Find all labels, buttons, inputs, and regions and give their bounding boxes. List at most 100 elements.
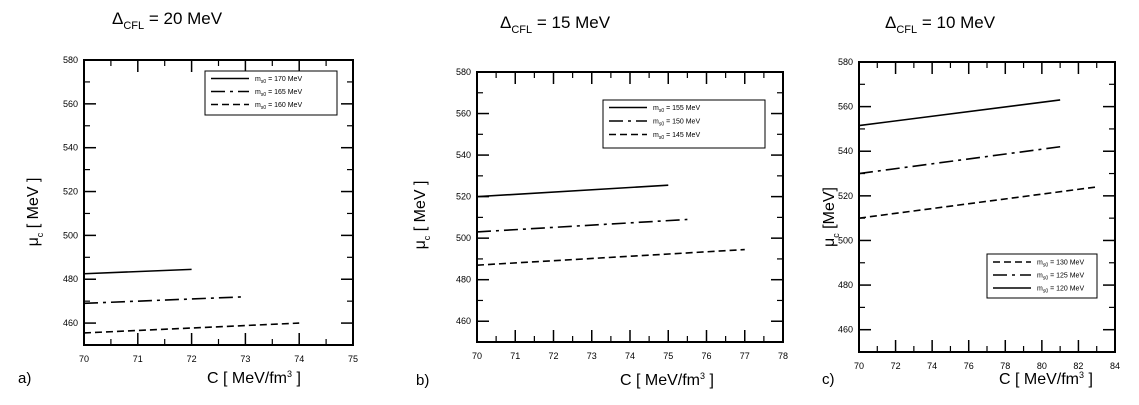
legend-sub: s0 [1043, 276, 1049, 282]
chart-title: ΔCFL = 10 MeV [885, 13, 996, 36]
x-axis-label: C [ MeV/fm3 ] [999, 370, 1093, 388]
legend-m: m [255, 76, 261, 83]
panel-label: a) [18, 370, 31, 387]
legend-sub: s0 [659, 122, 665, 128]
x-tick-label: 80 [1037, 361, 1047, 371]
legend-value: = 145 MeV [664, 132, 700, 139]
chart-title: ΔCFL = 20 MeV [112, 9, 223, 32]
legend-sub: s0 [1043, 263, 1049, 269]
legend-m: m [255, 102, 261, 109]
y-axis-label: μc [ MeV ] [412, 181, 432, 250]
y-tick-label: 480 [456, 275, 471, 285]
y-tick-label: 460 [63, 318, 78, 328]
title-value: = 20 MeV [144, 9, 223, 28]
y-axis-label-sub: c [831, 233, 841, 238]
x-axis-label-sup: 3 [1079, 370, 1084, 380]
legend-m: m [1037, 273, 1043, 280]
y-tick-label: 560 [456, 109, 471, 119]
y-axis-label: μc [ MeV ] [25, 178, 45, 247]
legend-m: m [653, 105, 659, 112]
x-tick-label: 78 [778, 351, 788, 361]
x-axis-label-end: ] [705, 372, 714, 389]
panel-label: c) [822, 371, 835, 388]
series-line-3 [476, 248, 745, 266]
x-tick-label: 78 [1000, 361, 1010, 371]
y-tick-label: 520 [838, 191, 853, 201]
x-tick-label: 70 [854, 361, 864, 371]
legend-m: m [653, 119, 659, 126]
title-subscript: CFL [123, 20, 144, 32]
x-tick-label: 84 [1110, 361, 1120, 371]
legend-value: = 120 MeV [1048, 286, 1084, 293]
y-tick-label: 460 [838, 325, 853, 335]
y-tick-label: 520 [456, 192, 471, 202]
legend-label: ms0 = 160 MeV [255, 102, 302, 111]
y-tick-label: 480 [63, 274, 78, 284]
legend-value: = 160 MeV [266, 102, 302, 109]
x-tick-label: 76 [701, 351, 711, 361]
x-axis-label: C [ MeV/fm3 ] [207, 369, 301, 387]
series-line-1 [858, 186, 1097, 219]
legend-label: ms0 = 125 MeV [1037, 273, 1084, 282]
legend-m: m [1037, 286, 1043, 293]
panel-label: b) [416, 372, 429, 389]
x-tick-label: 74 [294, 354, 304, 364]
legend-sub: s0 [659, 135, 665, 141]
x-tick-label: 77 [740, 351, 750, 361]
y-tick-label: 540 [63, 143, 78, 153]
title-subscript: CFL [896, 24, 917, 36]
x-tick-label: 75 [663, 351, 673, 361]
y-axis-label-sub: c [35, 232, 45, 237]
y-tick-label: 500 [456, 233, 471, 243]
series-line-3 [858, 99, 1061, 127]
x-tick-label: 72 [187, 354, 197, 364]
legend-label: ms0 = 130 MeV [1037, 260, 1084, 269]
x-axis-label-end: ] [1084, 371, 1093, 388]
panel-b: ΔCFL = 15 MeV 70 71 72 73 74 75 76 77 78 460 480 500… [412, 13, 788, 389]
x-axis-label-sup: 3 [287, 369, 292, 379]
series-line-3 [83, 322, 300, 334]
series-line-1 [476, 184, 669, 198]
y-axis-label-mu: μ [821, 238, 838, 247]
legend-sub: s0 [261, 92, 267, 98]
y-tick-label: 460 [456, 316, 471, 326]
x-axis-label-main: C [ MeV/fm [207, 370, 287, 387]
legend-sub: s0 [659, 108, 665, 114]
x-tick-label: 76 [964, 361, 974, 371]
legend-label: ms0 = 170 MeV [255, 76, 302, 85]
legend-value: = 150 MeV [664, 119, 700, 126]
x-tick-label: 74 [625, 351, 635, 361]
x-tick-label: 72 [548, 351, 558, 361]
legend-label: ms0 = 120 MeV [1037, 286, 1084, 295]
x-tick-label: 82 [1073, 361, 1083, 371]
chart-title: ΔCFL = 15 MeV [500, 13, 611, 36]
x-tick-label: 71 [510, 351, 520, 361]
x-tick-label: 70 [472, 351, 482, 361]
legend-label: ms0 = 165 MeV [255, 89, 302, 98]
y-axis-label-unit: [MeV] [821, 187, 838, 233]
x-tick-label: 73 [240, 354, 250, 364]
y-axis-label-unit: [ MeV ] [25, 178, 42, 233]
legend-value: = 130 MeV [1048, 260, 1084, 267]
x-axis-label-sup: 3 [700, 371, 705, 381]
legend-label: ms0 = 145 MeV [653, 132, 700, 141]
y-axis-label-mu: μ [412, 240, 429, 249]
series-line-2 [83, 295, 246, 305]
title-delta: Δ [885, 13, 896, 32]
legend-value: = 165 MeV [266, 89, 302, 96]
title-delta: Δ [500, 13, 511, 32]
x-tick-label: 71 [133, 354, 143, 364]
y-tick-label: 540 [456, 150, 471, 160]
title-value: = 15 MeV [532, 13, 611, 32]
legend-value: = 170 MeV [266, 76, 302, 83]
y-tick-label: 560 [63, 99, 78, 109]
y-axis-label-sub: c [422, 235, 432, 240]
legend-value: = 125 MeV [1048, 273, 1084, 280]
y-tick-label: 540 [838, 146, 853, 156]
panel-a: ΔCFL = 20 MeV 70 71 72 73 74 75 460 480 500 520 540… [18, 9, 358, 387]
x-axis-label-main: C [ MeV/fm [999, 371, 1079, 388]
x-tick-label: 73 [587, 351, 597, 361]
series-line-1 [83, 268, 192, 275]
legend-m: m [1037, 260, 1043, 267]
